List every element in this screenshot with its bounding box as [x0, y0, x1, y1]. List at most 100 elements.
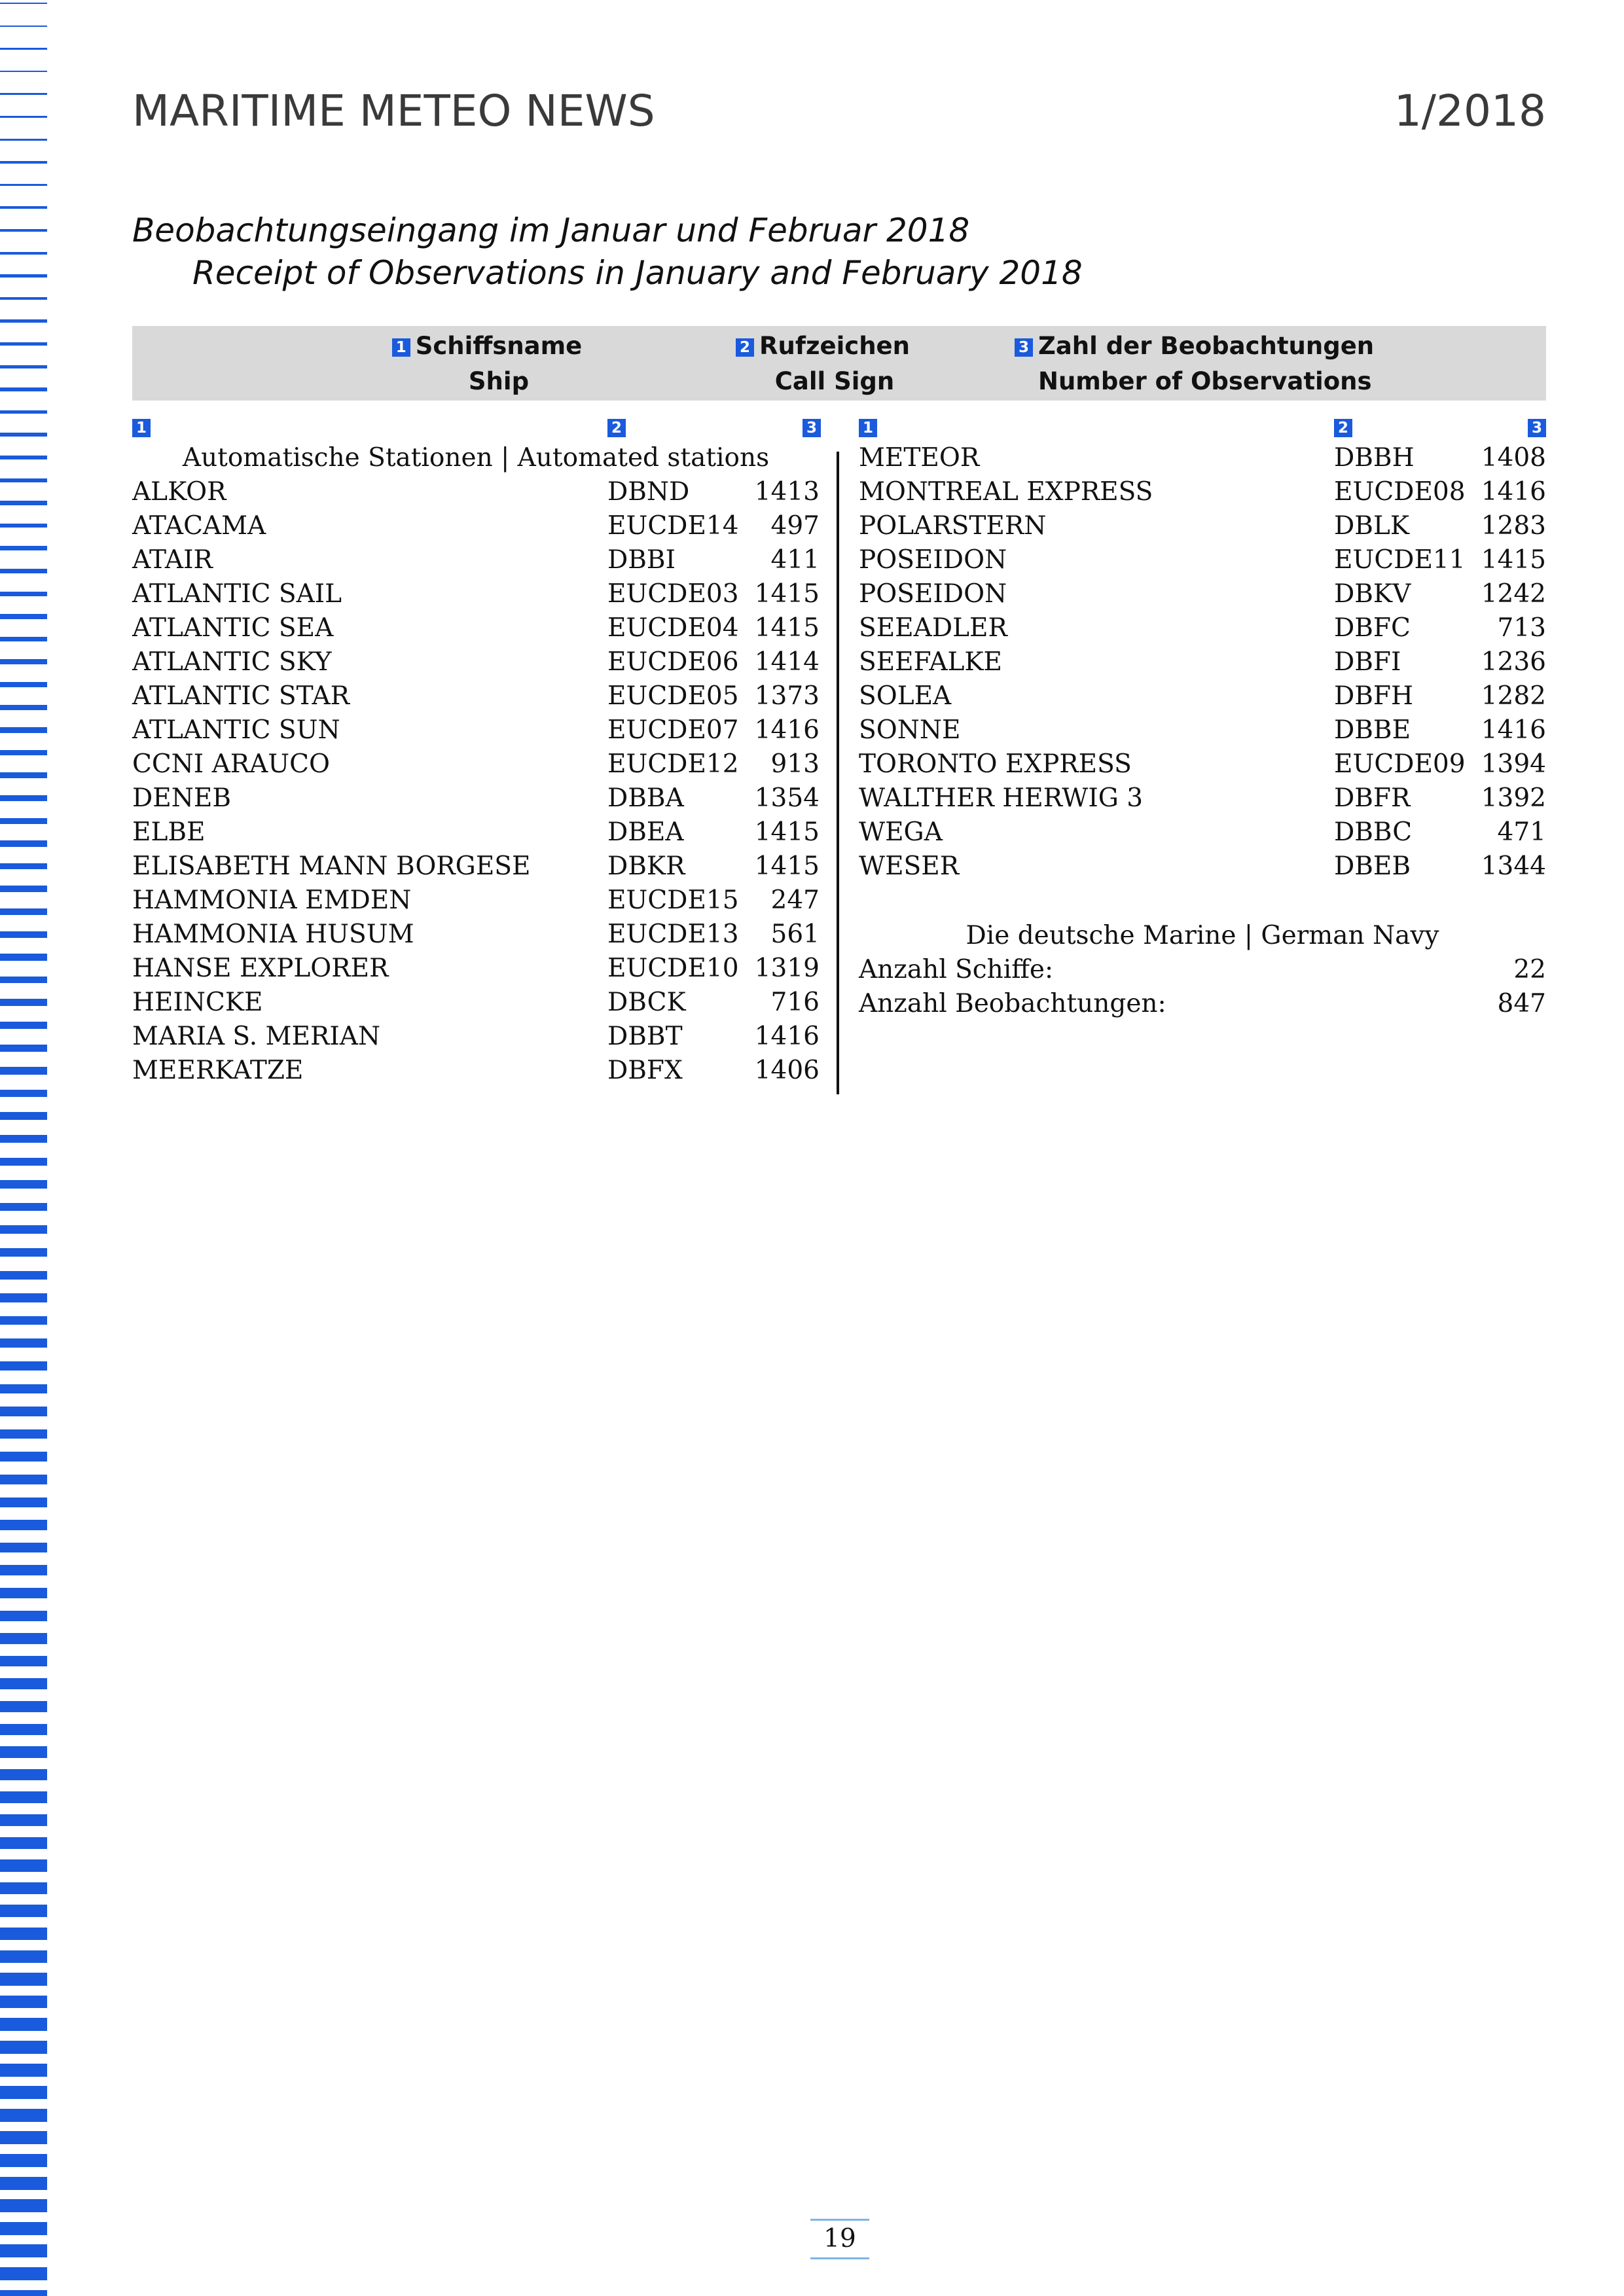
call-sign: EUCDE06 — [607, 647, 739, 677]
stripe — [0, 1859, 47, 1872]
stripe — [0, 1995, 47, 2009]
ship-name: ATLANTIC SKY — [132, 647, 332, 677]
table-row: ATACAMA EUCDE14 497 — [132, 509, 820, 543]
table-row: SEEADLER DBFC 713 — [859, 611, 1546, 645]
table-row: ELBE DBEA 1415 — [132, 816, 820, 850]
stripe — [0, 1135, 47, 1143]
call-sign: DBFX — [607, 1056, 683, 1085]
ship-name: METEOR — [859, 443, 980, 473]
call-sign: EUCDE14 — [607, 511, 739, 541]
observation-count: 1416 — [754, 715, 820, 745]
stripe — [0, 1475, 47, 1484]
call-sign: DBFR — [1334, 783, 1411, 813]
stripe — [0, 410, 47, 414]
call-sign: DBBE — [1334, 715, 1411, 745]
stripe — [0, 1316, 47, 1325]
ship-name: ATLANTIC SEA — [132, 613, 334, 643]
table-row: POLARSTERN DBLK 1283 — [859, 509, 1546, 543]
ship-name: POSEIDON — [859, 579, 1007, 609]
stripe — [0, 116, 47, 118]
observation-count: 1406 — [754, 1056, 820, 1085]
stripe — [0, 1655, 47, 1667]
stripe — [0, 229, 47, 232]
stripe — [0, 2199, 47, 2213]
stripe — [0, 1882, 47, 1895]
table-row: SEEFALKE DBFI 1236 — [859, 645, 1546, 679]
stripe — [0, 2131, 47, 2145]
column-divider — [837, 452, 839, 1094]
navy-ships-value: 22 — [1513, 955, 1546, 984]
ship-name: HEINCKE — [132, 988, 263, 1017]
call-sign: DBBC — [1334, 817, 1413, 847]
stripe — [0, 2086, 47, 2100]
table-row: TORONTO EXPRESS EUCDE09 1394 — [859, 747, 1546, 781]
navy-ships-row: Anzahl Schiffe: 22 — [859, 953, 1546, 987]
call-sign: EUCDE05 — [607, 681, 739, 711]
table-row: HEINCKE DBCK 716 — [132, 986, 820, 1020]
stripe — [0, 704, 47, 710]
ship-name: CCNI ARAUCO — [132, 749, 330, 779]
table-row: ATLANTIC SAIL EUCDE03 1415 — [132, 577, 820, 611]
ship-name: ATAIR — [132, 545, 213, 575]
ship-name: ATACAMA — [132, 511, 266, 541]
stripe — [0, 296, 47, 300]
stripe — [0, 1678, 47, 1690]
observation-count: 1236 — [1481, 647, 1546, 677]
table-row: WALTHER HERWIG 3 DBFR 1392 — [859, 781, 1546, 816]
call-sign: DBFH — [1334, 681, 1413, 711]
table-row: CCNI ARAUCO EUCDE12 913 — [132, 747, 820, 781]
stripe — [0, 1270, 47, 1280]
call-sign: EUCDE08 — [1334, 477, 1466, 507]
stripe — [0, 2176, 47, 2190]
stripe — [0, 93, 47, 96]
page-number: 19 — [810, 2219, 869, 2259]
column-header-ship: 1 Schiffsname Ship — [369, 329, 605, 399]
observation-count: 1415 — [754, 817, 820, 847]
table-row: ATAIR DBBI 411 — [132, 543, 820, 577]
observation-count: 1416 — [1481, 477, 1546, 507]
stripe — [0, 70, 47, 73]
table-row: HAMMONIA HUSUM EUCDE13 561 — [132, 918, 820, 952]
marker-ship-right: 1 — [859, 419, 877, 437]
table-row: SOLEA DBFH 1282 — [859, 679, 1546, 713]
stripe — [0, 387, 47, 391]
table-row: WESER DBEB 1344 — [859, 850, 1546, 884]
stripe — [0, 2063, 47, 2077]
call-sign: EUCDE07 — [607, 715, 739, 745]
table-row: HANSE EXPLORER EUCDE10 1319 — [132, 952, 820, 986]
ship-name: ATLANTIC STAR — [132, 681, 350, 711]
observation-count: 471 — [1497, 817, 1546, 847]
marker-count-left: 3 — [803, 419, 821, 437]
stripe — [0, 251, 47, 255]
ship-name: HAMMONIA EMDEN — [132, 886, 412, 915]
headline-english: Receipt of Observations in January and F… — [192, 254, 1083, 292]
stripe — [0, 206, 47, 209]
ship-name: ATLANTIC SAIL — [132, 579, 342, 609]
stripe — [0, 1452, 47, 1462]
stripe — [0, 817, 47, 824]
stripe — [0, 501, 47, 505]
table-row: ATLANTIC SEA EUCDE04 1415 — [132, 611, 820, 645]
stripe — [0, 1588, 47, 1598]
ship-name: WEGA — [859, 817, 943, 847]
stripe — [0, 1293, 47, 1302]
stripe — [0, 1701, 47, 1712]
stripe — [0, 1497, 47, 1507]
table-row: DENEB DBBA 1354 — [132, 781, 820, 816]
stripe — [0, 1407, 47, 1416]
stripe — [0, 2154, 47, 2167]
table-row: ATLANTIC SKY EUCDE06 1414 — [132, 645, 820, 679]
stripe — [0, 1791, 47, 1804]
stripe — [0, 1338, 47, 1348]
stripe — [0, 2108, 47, 2122]
stripe — [0, 840, 47, 847]
call-sign: EUCDE11 — [1334, 545, 1466, 575]
stripe — [0, 1520, 47, 1530]
stripe — [0, 1022, 47, 1029]
observation-count: 1344 — [1481, 852, 1546, 881]
table-row: MONTREAL EXPRESS EUCDE08 1416 — [859, 475, 1546, 509]
ship-name: POLARSTERN — [859, 511, 1047, 541]
stripe — [0, 433, 47, 437]
ship-name: MARIA S. MERIAN — [132, 1022, 381, 1051]
call-sign: EUCDE04 — [607, 613, 739, 643]
